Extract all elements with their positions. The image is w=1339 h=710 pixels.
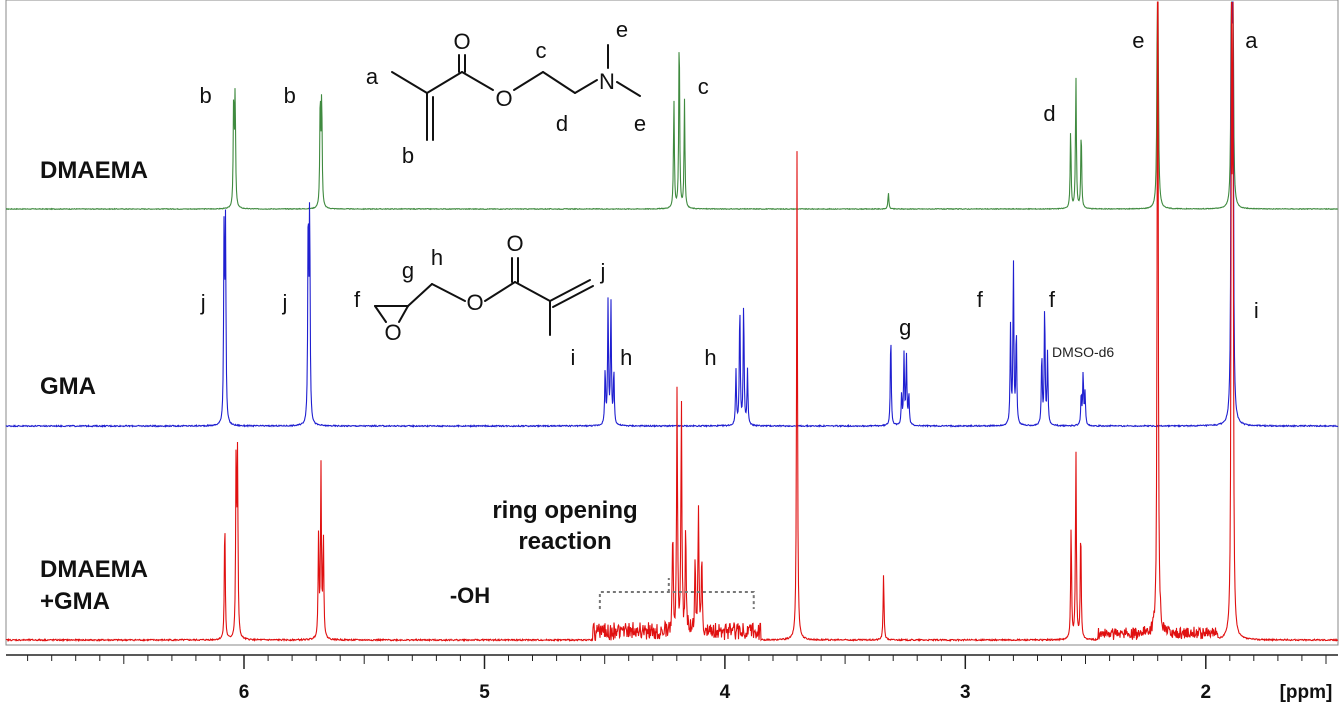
peak-label: h	[704, 345, 716, 370]
dmaema-bond-d-n	[574, 79, 598, 94]
gma-bond-epox-left	[374, 305, 387, 323]
peak-label: d	[1043, 101, 1055, 126]
dmaema-bond-c-d	[542, 71, 576, 94]
dmaema-bond-o-ch2	[513, 71, 544, 91]
dmaema-bond-ester	[461, 71, 494, 91]
peak-label: f	[1049, 287, 1056, 312]
dmaema-atom-o1: O	[453, 29, 470, 54]
ring-opening-bracket	[598, 578, 755, 609]
gma-bond-calpha-ch2-double	[552, 285, 594, 308]
gma-struct-f: f	[354, 287, 361, 312]
peak-label: a	[1245, 28, 1258, 53]
annotations: DMSO-d6 ring opening reaction -OH	[450, 344, 1114, 609]
gma-bond-o-c	[484, 281, 516, 302]
dmaema-bond-a	[391, 71, 428, 94]
plot-frame	[5, 0, 1339, 646]
peak-label: h	[620, 345, 632, 370]
peak-label: b	[199, 83, 211, 108]
panel-label-gma: GMA	[40, 373, 96, 400]
spectrum-line-dmaema	[6, 1, 1338, 211]
peak-label: j	[281, 290, 287, 315]
peak-label: i	[1254, 298, 1259, 323]
gma-bond-g-h	[407, 283, 433, 307]
peak-label: g	[899, 315, 911, 340]
panel-label-dmaema: DMAEMA	[40, 157, 148, 184]
dmaema-struct-e1: e	[616, 17, 628, 42]
peak-label: e	[1132, 28, 1144, 53]
dmaema-atom-o2: O	[495, 86, 512, 111]
dmaema-bond-alpha	[426, 71, 463, 94]
gma-atom-o-carbonyl: O	[506, 231, 523, 256]
dmaema-struct-c: c	[536, 38, 547, 63]
gma-atom-o-ester: O	[466, 290, 483, 315]
dmaema-struct-b: b	[402, 143, 414, 168]
x-tick-label: 2	[1201, 682, 1212, 703]
peak-label: j	[200, 290, 206, 315]
panel-label-mix-line1: DMAEMA	[40, 556, 148, 583]
dmaema-struct-d: d	[556, 111, 568, 136]
spectrum-line-gma	[5, 1, 1339, 428]
oh-label: -OH	[450, 583, 490, 608]
panel-labels: DMAEMA GMA DMAEMA +GMA	[40, 157, 148, 615]
x-tick-labels: 6 5 4 3 2	[239, 682, 1211, 703]
dmaema-struct-a: a	[366, 64, 379, 89]
peak-label: c	[698, 74, 709, 99]
gma-structure	[374, 257, 594, 336]
peak-label: f	[977, 287, 984, 312]
gma-struct-h: h	[431, 245, 443, 270]
gma-struct-g: g	[402, 258, 414, 283]
x-tick-label: 5	[479, 682, 490, 703]
gma-bond-epox-right	[398, 305, 409, 323]
dmaema-bond-n-me2	[616, 81, 641, 97]
x-tick-label: 4	[720, 682, 731, 703]
x-tick-label: 6	[239, 682, 250, 703]
x-axis-label: [ppm]	[1280, 682, 1333, 703]
gma-struct-j: j	[600, 259, 606, 284]
ring-opening-label-line2: reaction	[518, 528, 611, 555]
gma-struct-i: i	[571, 345, 576, 370]
gma-atom-o-epoxide: O	[384, 320, 401, 345]
spectra-layer	[5, 1, 1339, 643]
dmaema-atom-n: N	[599, 69, 615, 94]
gma-bond-h-o	[431, 283, 466, 302]
spectrum-line-mixture	[5, 1, 1339, 643]
solvent-label: DMSO-d6	[1052, 344, 1114, 360]
panel-label-mix-line2: +GMA	[40, 588, 110, 615]
peak-label: b	[284, 83, 296, 108]
ring-opening-label-line1: ring opening	[492, 497, 637, 524]
peak-labels: b b cde aj jh hgf f i	[199, 28, 1258, 370]
dmaema-structure	[391, 44, 641, 141]
x-axis: 6 5 4 3 2 [ppm]	[6, 654, 1338, 703]
dmaema-struct-e2: e	[634, 111, 646, 136]
gma-bond-c-calpha	[514, 281, 551, 302]
x-tick-label: 3	[960, 682, 971, 703]
x-ticks	[27, 655, 1327, 669]
dmaema-structure-labels: O O N a b c d e e	[366, 17, 646, 168]
gma-structure-labels: O O O f g h i j	[354, 231, 606, 370]
gma-bond-calpha-ch2	[549, 279, 591, 302]
